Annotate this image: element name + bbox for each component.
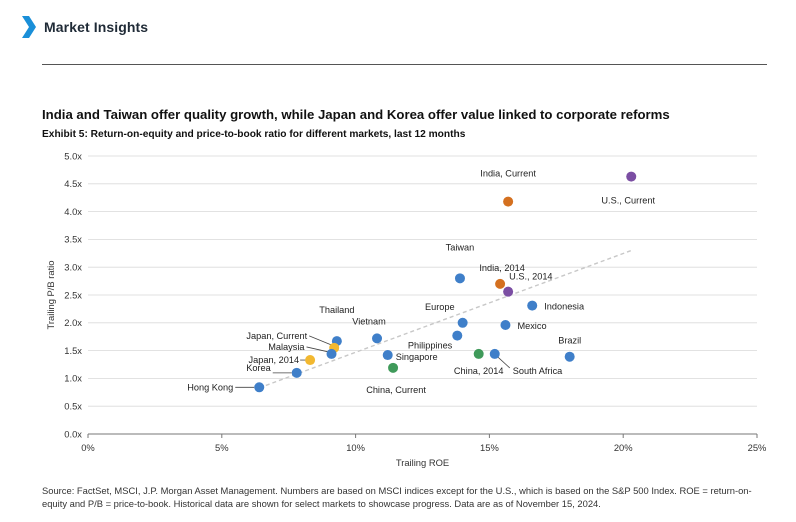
label-europe: Europe [425,302,455,312]
chevron-right-icon [22,16,36,38]
y-tick-label: 1.0x [64,373,82,384]
point-taiwan [454,273,465,284]
leader-line [497,356,511,369]
data-points [254,171,637,393]
point-india-current [503,196,514,207]
point-singapore [382,350,393,361]
point-china-2014 [473,348,484,359]
point-mexico [500,320,511,331]
label-u-s-current: U.S., Current [601,196,655,206]
point-korea [291,367,302,378]
gridlines [88,155,757,435]
point-u-s-2014 [503,286,514,297]
point-vietnam [372,333,383,344]
label-india-current: India, Current [480,169,536,179]
label-thailand: Thailand [319,305,354,315]
x-tick-label: 5% [215,442,229,453]
label-malaysia: Malaysia [268,342,305,352]
label-brazil: Brazil [558,336,581,346]
label-philippines: Philippines [408,341,453,351]
x-axis-ticks: 0% 5% 10% 15% 20% 25% [81,434,766,453]
chart-title: India and Taiwan offer quality growth, w… [42,107,670,122]
app-title: Market Insights [44,19,149,35]
scatter-chart: 0.0x 0.5x 1.0x 1.5x 2.0x 2.5x 3.0x 3.5x 4.0x 4.5x… [45,150,766,468]
label-japan-current: Japan, Current [246,331,307,341]
y-tick-label: 0.5x [64,401,82,412]
trendline [259,249,632,389]
point-europe [457,317,468,328]
y-tick-label: 3.5x [64,234,82,245]
y-tick-label: 0.0x [64,428,82,439]
y-tick-label: 1.5x [64,345,82,356]
x-tick-label: 20% [614,442,633,453]
label-south-africa: South Africa [513,366,563,376]
y-tick-label: 4.0x [64,206,82,217]
x-axis-label: Trailing ROE [396,457,449,468]
label-japan-2014: Japan, 2014 [249,355,300,365]
y-axis-ticks: 0.0x 0.5x 1.0x 1.5x 2.0x 2.5x 3.0x 3.5x 4.0x 4.5x… [64,150,82,439]
label-vietnam: Vietnam [352,316,386,326]
y-tick-label: 2.0x [64,317,82,328]
point-brazil [564,351,575,362]
point-u-s-current [626,171,637,182]
label-taiwan: Taiwan [446,242,475,252]
y-axis-label: Trailing P/B ratio [45,261,56,330]
header-divider [42,64,767,65]
point-hong-kong [254,382,265,393]
label-korea: Korea [246,363,271,373]
x-tick-label: 15% [480,442,499,453]
y-tick-label: 2.5x [64,289,82,300]
point-china-current [388,362,399,373]
label-singapore: Singapore [396,352,438,362]
label-china-current: China, Current [366,385,426,395]
x-tick-label: 0% [81,442,95,453]
point-malaysia [326,348,337,359]
leader-lines [235,335,511,388]
point-indonesia [527,300,538,311]
point-japan-2014 [305,355,316,366]
point-south-africa [489,348,500,359]
y-tick-label: 5.0x [64,150,82,161]
label-hong-kong: Hong Kong [187,382,233,392]
y-tick-label: 4.5x [64,178,82,189]
point-india-2014 [495,278,506,289]
leader-line [309,335,332,346]
y-tick-label: 3.0x [64,262,82,273]
label-india-2014: India, 2014 [479,263,524,273]
x-tick-label: 25% [748,442,767,453]
app-header: Market Insights [22,14,148,40]
source-note: Source: FactSet, MSCI, J.P. Morgan Asset… [42,485,752,509]
label-u-s-2014: U.S., 2014 [509,272,552,282]
label-indonesia: Indonesia [544,302,585,312]
point-philippines [452,330,463,341]
chart-subtitle: Exhibit 5: Return-on-equity and price-to… [42,129,466,140]
point-labels: India, Current U.S., Current Taiwan India, … [187,169,655,395]
label-mexico: Mexico [517,321,546,331]
leader-line [306,346,329,353]
label-china-2014: China, 2014 [454,366,504,376]
x-tick-label: 10% [346,442,365,453]
